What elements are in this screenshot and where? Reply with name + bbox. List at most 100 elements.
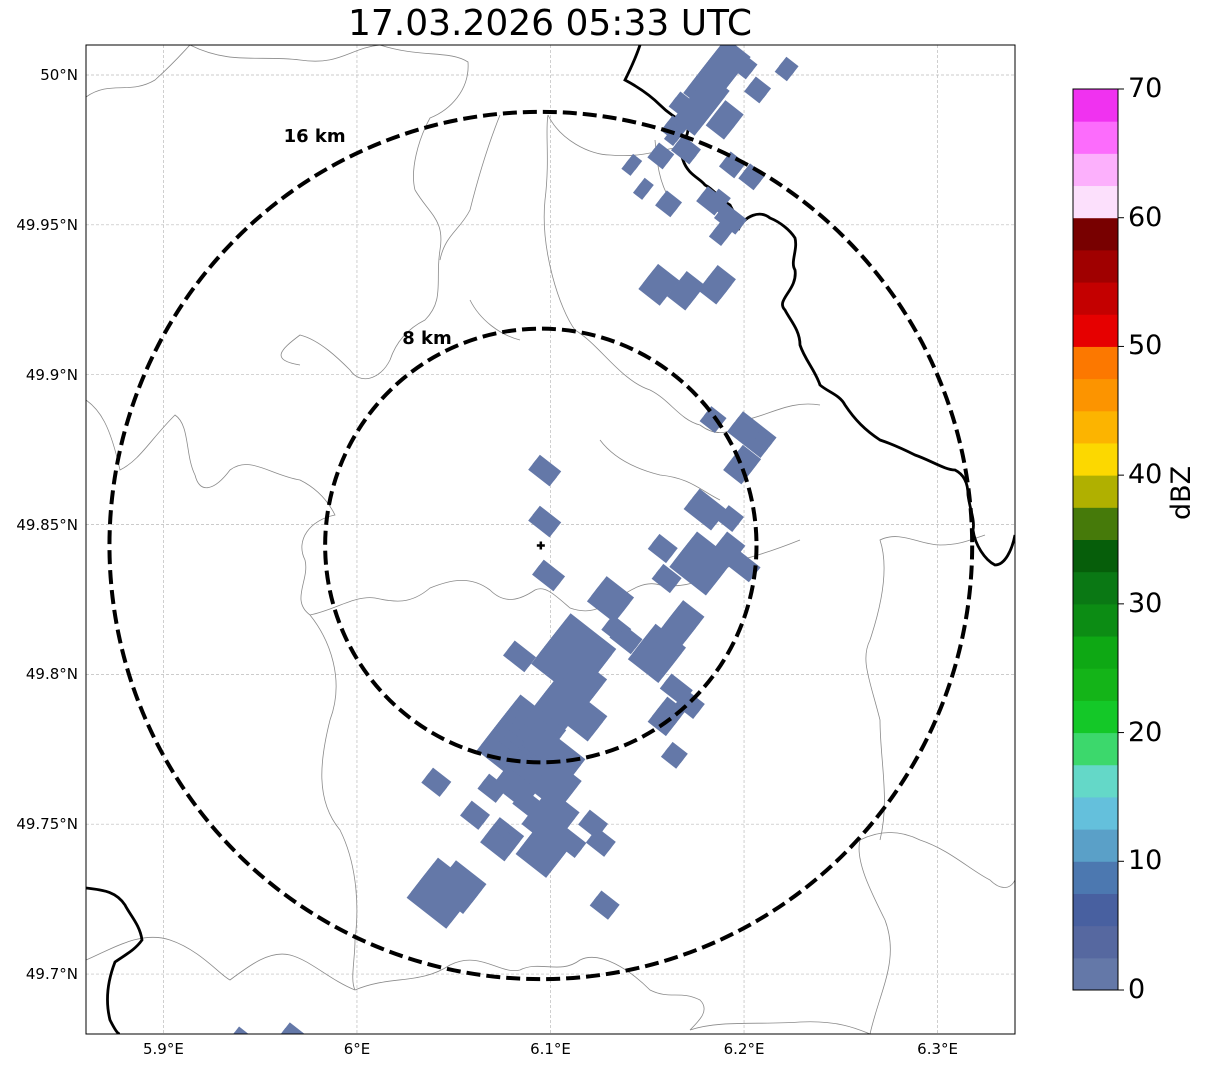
echo-cell: [659, 600, 705, 647]
echo-cell: [553, 826, 587, 859]
colorbar-tick-label: 0: [1128, 974, 1146, 1005]
lat-tick-label: 49.7°N: [25, 965, 78, 984]
colorbar-segment: [1073, 249, 1118, 283]
echo-cell: [480, 817, 525, 862]
echo-cell: [647, 142, 675, 170]
echo-cell: [586, 576, 635, 623]
echo-cell: [697, 265, 736, 305]
colorbar-segment: [1073, 636, 1118, 669]
echo-cell: [705, 100, 744, 140]
colorbar-tick-label: 70: [1128, 73, 1163, 104]
colorbar-tick-label: 30: [1128, 587, 1163, 619]
echo-cell: [460, 800, 491, 830]
echo-cell: [627, 623, 687, 684]
echo-cell: [717, 505, 744, 532]
echo-cell: [432, 860, 487, 915]
echo-cell: [713, 203, 748, 235]
echo-cell: [585, 827, 616, 857]
colorbar-segment: [1073, 829, 1118, 862]
colorbar-segment: [1073, 861, 1118, 894]
lon-tick-label: 6°E: [343, 1040, 371, 1058]
range-ring-label: 16 km: [283, 126, 346, 148]
colorbar-segment: [1073, 314, 1118, 347]
echo-cell: [683, 488, 728, 531]
colorbar-tick-label: 40: [1128, 459, 1163, 491]
echo-cell: [647, 533, 678, 564]
colorbar-segment: [1073, 732, 1118, 766]
colorbar-tick-label: 20: [1128, 716, 1163, 748]
colorbar-segment: [1073, 539, 1118, 573]
colorbar-segment: [1073, 185, 1118, 219]
echo-cell: [669, 531, 734, 596]
echo-cell: [632, 177, 654, 200]
colorbar-segment: [1073, 442, 1118, 476]
colorbar-segment: [1073, 410, 1118, 444]
lat-tick-label: 49.75°N: [16, 815, 78, 834]
echo-cell: [528, 454, 562, 487]
colorbar-segment: [1073, 282, 1118, 315]
colorbar-tick-label: 10: [1128, 845, 1163, 877]
colorbar-segment: [1073, 764, 1118, 798]
colorbar-label: dBZ: [1166, 465, 1197, 520]
echo-cell: [528, 505, 562, 538]
echo-cell: [744, 76, 772, 104]
echo-cell: [727, 411, 777, 458]
echo-cell: [477, 773, 508, 803]
range-ring-label: 8 km: [402, 327, 452, 349]
colorbar-segment: [1073, 668, 1118, 701]
map-title: 17.03.2026 05:33 UTC: [347, 3, 753, 44]
echo-cell: [668, 91, 696, 119]
range-ring: [323, 326, 759, 765]
echo-cell: [708, 221, 733, 247]
echo-cell: [651, 563, 682, 594]
echo-cell: [670, 135, 701, 165]
plus-icon: [536, 541, 545, 550]
colorbar-segment: [1073, 89, 1118, 122]
colorbar-segment: [1073, 796, 1118, 830]
colorbar-segment: [1073, 217, 1118, 251]
colorbar-segment: [1073, 121, 1118, 154]
range-rings: [107, 109, 975, 982]
echo-cell: [512, 788, 543, 818]
echo-cell: [227, 1026, 255, 1034]
colorbar-segment: [1073, 893, 1118, 927]
reflectivity-echoes: [227, 45, 799, 1034]
lon-tick-label: 6.3°E: [917, 1040, 958, 1058]
colorbar-segment: [1073, 153, 1118, 187]
colorbar-tick-label: 60: [1128, 201, 1163, 233]
echo-cell: [563, 697, 608, 742]
echo-cell: [609, 622, 643, 655]
colorbar-segment: [1073, 957, 1118, 991]
lat-tick-label: 49.95°N: [16, 215, 78, 234]
colorbar-segment: [1073, 571, 1118, 605]
lat-tick-label: 50°N: [40, 65, 78, 84]
echo-cell: [638, 263, 680, 306]
echo-cell: [503, 640, 537, 673]
colorbar-segment: [1073, 700, 1118, 734]
range-ring: [107, 109, 975, 982]
lon-tick-label: 6.2°E: [723, 1040, 765, 1058]
echo-cell: [621, 153, 643, 176]
lat-tick-label: 49.85°N: [16, 515, 78, 534]
echo-cell: [730, 52, 758, 80]
echo-cell: [660, 741, 688, 769]
lat-tick-label: 49.9°N: [25, 365, 78, 384]
lon-tick-label: 6.1°E: [530, 1040, 571, 1058]
colorbar-tick-label: 50: [1128, 330, 1163, 362]
echo-cell: [532, 559, 566, 592]
echo-cell: [774, 56, 799, 82]
echo-cell: [647, 696, 686, 737]
lat-tick-label: 49.8°N: [25, 665, 78, 684]
echo-cell: [515, 818, 574, 878]
colorbar-segment: [1073, 603, 1118, 637]
colorbar-segment: [1073, 507, 1118, 540]
echo-cell: [421, 767, 452, 797]
echo-cell: [663, 123, 685, 146]
colorbar-frame: [1072, 88, 1119, 991]
colorbar-segment: [1073, 346, 1118, 380]
map-frame: [85, 44, 1016, 1035]
echo-cell: [666, 271, 705, 311]
echo-cell: [589, 890, 620, 920]
